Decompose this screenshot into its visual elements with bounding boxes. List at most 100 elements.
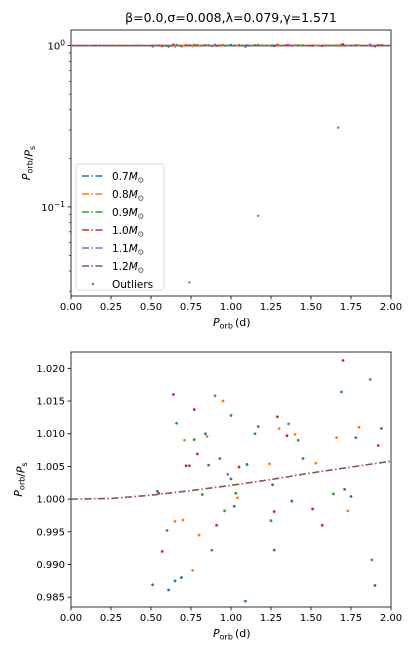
x-axis-unit: (d) [235,627,251,640]
scatter-point [173,519,177,523]
scatter-point [314,461,318,465]
scatter-point [234,491,238,495]
scatter-point [311,507,314,511]
top-data-point [321,44,324,48]
top-data-point [343,44,346,47]
scatter-point [157,491,161,495]
top-data-point [156,44,159,47]
chart-title: β=0.0,σ=0.008,λ=0.079,γ=1.571 [125,10,337,25]
scatter-point [287,422,290,426]
x-tick-label: 1.75 [340,302,362,313]
scatter-point [340,390,343,394]
top-data-point [314,44,317,47]
x-tick-label: 1.25 [260,302,282,313]
legend-label-3: 0.9M⊙ [112,207,144,221]
scatter-point [285,434,289,438]
scatter-point [376,444,380,447]
y-tick-label: 10−1 [41,200,65,214]
top-data-point [207,44,210,47]
scatter-point [226,472,230,476]
top-data-point [233,44,236,47]
scatter-point [332,492,335,496]
y-tick-label: 0.990 [36,560,65,571]
scatter-point [223,509,227,513]
top-data-point [341,43,345,46]
top-data-point [218,44,221,47]
top-data-point [175,43,178,46]
top-data-point [193,43,196,47]
x-axis-label: Porb [213,627,233,642]
x-tick-label: 0.75 [180,613,202,624]
top-data-point [204,43,207,47]
scatter-point [268,462,271,466]
top-data-point [349,44,353,47]
x-tick-label: 0.50 [140,302,162,313]
scatter-point [271,483,274,487]
top-data-point [290,44,293,47]
x-tick-label: 0.25 [100,302,122,313]
legend-label-6: 1.2M⊙ [112,261,144,275]
scatter-point [215,523,219,527]
scatter-point [183,438,187,442]
top-data-point [229,44,233,47]
scatter-point [181,518,185,522]
scatter-point [357,425,361,429]
x-tick-label: 1.75 [340,613,362,624]
scatter-point [160,550,164,553]
top-data-point [197,44,201,48]
y-tick-label: 1.000 [36,495,65,506]
scatter-point [256,425,260,428]
top-data-point [277,43,281,46]
scatter-point [272,548,276,552]
top-data-point [373,45,377,48]
scatter-point [349,495,353,498]
scatter-point [229,414,233,417]
scatter-point [272,510,276,513]
legend-label-4: 1.0M⊙ [112,225,144,239]
scatter-point [370,558,374,562]
scatter-point [320,523,324,527]
scatter-point [207,463,211,467]
top-data-point [188,44,191,47]
top-data-point [377,43,380,47]
x-tick-label: 0.75 [180,302,202,313]
scatter-point [335,436,338,440]
scatter-point [196,452,199,456]
x-tick-label: 1.25 [260,613,282,624]
legend-swatch-outliers [91,282,95,286]
top-data-point [285,43,289,47]
scatter-point [205,434,209,438]
top-data-point [380,43,383,46]
top-data-point [191,45,194,48]
scatter-point [237,465,241,469]
scatter-point [173,579,177,583]
top-data-point [161,45,164,48]
scatter-point [172,393,175,396]
top-data-point [253,43,257,47]
outlier-point-2 [257,214,260,218]
y-tick-label: 1.010 [36,429,65,440]
legend-label-outliers: Outliers [112,279,153,291]
top-data-point [301,44,305,47]
scatter-point [290,499,294,503]
legend-box [75,163,165,291]
top-data-point [369,43,372,46]
top-data-point [173,44,177,47]
y-tick-label: 0.985 [36,593,65,604]
y-tick-label: 100 [47,39,65,53]
top-data-point [276,43,279,46]
legend-label-1: 0.7M⊙ [112,171,144,185]
y-tick-label: 1.005 [36,462,65,473]
scatter-point [346,509,350,513]
scatter-point [197,533,201,537]
scatter-point [354,436,358,440]
scatter-point [218,457,222,460]
scatter-point [245,463,249,466]
top-data-point [370,45,373,48]
top-data-point [332,44,335,47]
scatter-point [301,457,305,460]
scatter-point [151,583,155,587]
top-data-point [357,43,361,46]
scatter-point [269,519,273,523]
top-data-point [335,43,338,47]
